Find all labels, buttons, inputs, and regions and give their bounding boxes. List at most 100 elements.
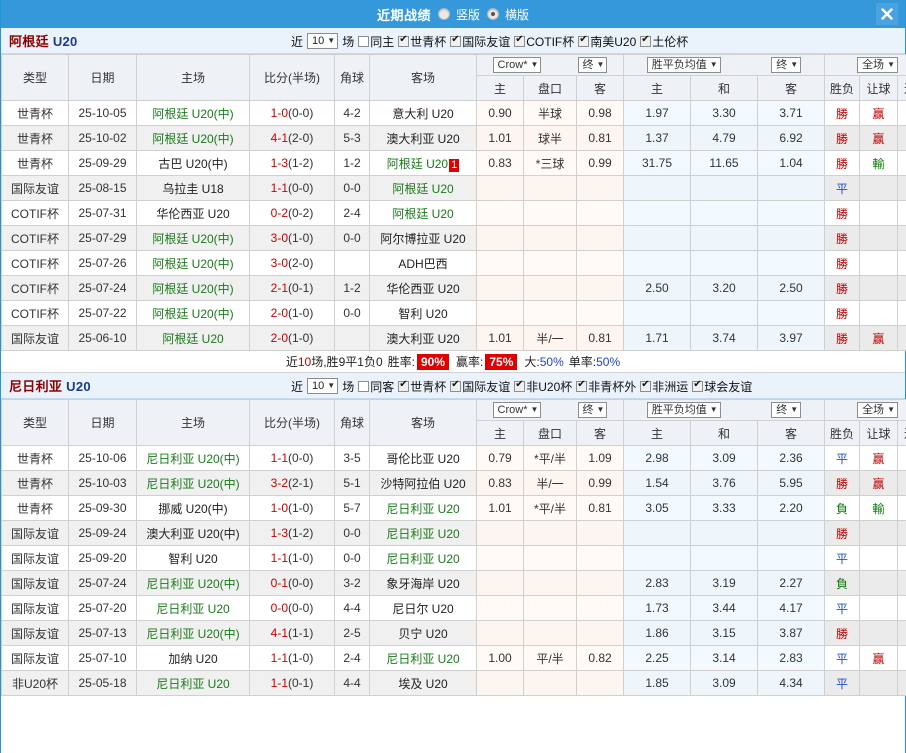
cell-home-team[interactable]: 尼日利亚 U20(中)	[136, 570, 250, 596]
checkbox-same-home[interactable]	[358, 35, 370, 47]
match-count-select-2[interactable]: 10 ▼	[307, 378, 339, 394]
checkbox-cotif-cup[interactable]	[514, 34, 526, 47]
cell-away-team[interactable]: 象牙海岸 U20	[369, 570, 477, 596]
cell-home-team[interactable]: 智利 U20	[136, 545, 250, 571]
cell-away-team[interactable]: 沙特阿拉伯 U20	[369, 470, 477, 496]
cell-away-team[interactable]: 尼日利亚 U20	[369, 545, 477, 571]
radio-vertical-view[interactable]	[437, 8, 450, 20]
cell-competition-type[interactable]: 世青杯	[1, 470, 69, 496]
cell-competition-type[interactable]: 世青杯	[1, 100, 69, 126]
table-row[interactable]: 国际友谊 25-07-10 加纳 U20 1-1(1-0) 2-4 尼日利亚 U20 1.0…	[1, 645, 906, 671]
cell-competition-type[interactable]: 国际友谊	[1, 545, 69, 571]
cell-competition-type[interactable]: 国际友谊	[1, 520, 69, 546]
checkbox-africa-youth-qual[interactable]	[576, 379, 588, 392]
checkbox-africa-u20-cup[interactable]	[514, 379, 526, 392]
cell-away-team[interactable]: 阿尔博拉亚 U20	[369, 225, 477, 251]
radio-horizontal-view[interactable]	[487, 8, 499, 20]
cell-home-team[interactable]: 挪威 U20(中)	[136, 495, 250, 521]
table-row[interactable]: COTIF杯 25-07-26 阿根廷 U20(中) 3-0(2-0) ADH巴西 勝	[1, 250, 906, 276]
cell-competition-type[interactable]: 世青杯	[1, 495, 69, 521]
period-select-2b[interactable]: 终 ▼	[771, 402, 802, 418]
cell-away-team[interactable]: 埃及 U20	[369, 670, 477, 696]
cell-competition-type[interactable]: 国际友谊	[1, 570, 69, 596]
cell-competition-type[interactable]: COTIF杯	[1, 200, 69, 226]
cell-home-team[interactable]: 尼日利亚 U20(中)	[136, 445, 250, 471]
cell-away-team[interactable]: 尼日利亚 U20	[369, 495, 477, 521]
cell-away-team[interactable]: 阿根廷 U20	[369, 200, 477, 226]
period-select-1b[interactable]: 终 ▼	[771, 57, 802, 73]
table-row[interactable]: 非U20杯 25-05-18 尼日利亚 U20 1-1(0-1) 4-4 埃及 U20 1.…	[1, 670, 906, 696]
venue-select-1[interactable]: 全场 ▼	[857, 57, 898, 73]
table-row[interactable]: 世青杯 25-10-03 尼日利亚 U20(中) 3-2(2-1) 5-1 沙特阿拉伯 U…	[1, 470, 906, 496]
cell-competition-type[interactable]: 国际友谊	[1, 325, 69, 351]
table-row[interactable]: 世青杯 25-10-02 阿根廷 U20(中) 4-1(2-0) 5-3 澳大利亚 U20…	[1, 125, 906, 151]
odds-type-select-1[interactable]: 胜平负均值 ▼	[646, 57, 721, 73]
checkbox-african-games[interactable]	[640, 379, 652, 392]
cell-home-team[interactable]: 阿根廷 U20(中)	[136, 225, 250, 251]
cell-competition-type[interactable]: COTIF杯	[1, 275, 69, 301]
cell-home-team[interactable]: 乌拉圭 U18	[136, 175, 250, 201]
cell-competition-type[interactable]: 世青杯	[1, 445, 69, 471]
cell-competition-type[interactable]: COTIF杯	[1, 300, 69, 326]
table-row[interactable]: COTIF杯 25-07-22 阿根廷 U20(中) 2-0(1-0) 0-0 智利 U2…	[1, 300, 906, 326]
checkbox-south-america-u20[interactable]	[578, 34, 590, 47]
cell-home-team[interactable]: 华伦西亚 U20	[136, 200, 250, 226]
table-row[interactable]: 国际友谊 25-09-24 澳大利亚 U20(中) 1-3(1-2) 0-0 尼日利亚 U…	[1, 520, 906, 546]
odds-type-select-2[interactable]: 胜平负均值 ▼	[646, 402, 721, 418]
cell-away-team[interactable]: 华伦西亚 U20	[369, 275, 477, 301]
cell-away-team[interactable]: 哥伦比亚 U20	[369, 445, 477, 471]
cell-away-team[interactable]: 智利 U20	[369, 300, 477, 326]
cell-home-team[interactable]: 加纳 U20	[136, 645, 250, 671]
match-count-select-1[interactable]: 10 ▼	[307, 33, 339, 49]
cell-home-team[interactable]: 阿根廷 U20(中)	[136, 100, 250, 126]
checkbox-u20-world-cup-2[interactable]	[398, 379, 410, 392]
table-row[interactable]: 国际友谊 25-07-24 尼日利亚 U20(中) 0-1(0-0) 3-2 象牙海岸 U…	[1, 570, 906, 596]
cell-home-team[interactable]: 澳大利亚 U20(中)	[136, 520, 250, 546]
cell-home-team[interactable]: 阿根廷 U20	[136, 325, 250, 351]
cell-home-team[interactable]: 尼日利亚 U20(中)	[136, 470, 250, 496]
checkbox-intl-friendly-2[interactable]	[450, 379, 462, 392]
cell-home-team[interactable]: 阿根廷 U20(中)	[136, 250, 250, 276]
period-select-2a[interactable]: 终 ▼	[577, 402, 608, 418]
cell-away-team[interactable]: 澳大利亚 U20	[369, 325, 477, 351]
checkbox-u20-world-cup-1[interactable]	[398, 34, 410, 47]
cell-home-team[interactable]: 阿根廷 U20(中)	[136, 300, 250, 326]
cell-home-team[interactable]: 古巴 U20(中)	[136, 150, 250, 176]
table-row[interactable]: 国际友谊 25-09-20 智利 U20 1-1(1-0) 0-0 尼日利亚 U20 平	[1, 545, 906, 571]
cell-away-team[interactable]: 澳大利亚 U20	[369, 125, 477, 151]
close-button[interactable]	[876, 3, 898, 25]
checkbox-toulon-cup[interactable]	[640, 34, 652, 47]
checkbox-intl-friendly-1[interactable]	[450, 34, 462, 47]
cell-home-team[interactable]: 阿根廷 U20(中)	[136, 275, 250, 301]
period-select-1a[interactable]: 终 ▼	[577, 57, 608, 73]
cell-competition-type[interactable]: 国际友谊	[1, 645, 69, 671]
cell-competition-type[interactable]: 非U20杯	[1, 670, 69, 696]
table-row[interactable]: 世青杯 25-09-29 古巴 U20(中) 1-3(1-2) 1-2 阿根廷 U20 1 0…	[1, 150, 906, 176]
cell-home-team[interactable]: 尼日利亚 U20(中)	[136, 620, 250, 646]
table-row[interactable]: 国际友谊 25-07-20 尼日利亚 U20 0-0(0-0) 4-4 尼日尔 U20 1.…	[1, 595, 906, 621]
table-row[interactable]: 世青杯 25-09-30 挪威 U20(中) 1-0(1-0) 5-7 尼日利亚 U20 1…	[1, 495, 906, 521]
cell-competition-type[interactable]: COTIF杯	[1, 225, 69, 251]
table-row[interactable]: COTIF杯 25-07-24 阿根廷 U20(中) 2-1(0-1) 1-2 华伦西亚 …	[1, 275, 906, 301]
cell-away-team[interactable]: 贝宁 U20	[369, 620, 477, 646]
table-row[interactable]: 国际友谊 25-08-15 乌拉圭 U18 1-1(0-0) 0-0 阿根廷 U20 平	[1, 175, 906, 201]
table-row[interactable]: 世青杯 25-10-05 阿根廷 U20(中) 1-0(0-0) 4-2 意大利 U20 0…	[1, 100, 906, 126]
cell-competition-type[interactable]: 国际友谊	[1, 620, 69, 646]
cell-home-team[interactable]: 阿根廷 U20(中)	[136, 125, 250, 151]
table-row[interactable]: 国际友谊 25-06-10 阿根廷 U20 2-0(1-0) 澳大利亚 U20 1.01 半…	[1, 325, 906, 351]
cell-competition-type[interactable]: COTIF杯	[1, 250, 69, 276]
cell-away-team[interactable]: 尼日利亚 U20	[369, 520, 477, 546]
cell-away-team[interactable]: 意大利 U20	[369, 100, 477, 126]
table-row[interactable]: 世青杯 25-10-06 尼日利亚 U20(中) 1-1(0-0) 3-5 哥伦比亚 U2…	[1, 445, 906, 471]
cell-away-team[interactable]: ADH巴西	[369, 250, 477, 276]
bookmaker-select-2[interactable]: Crow* ▼	[492, 402, 542, 418]
cell-competition-type[interactable]: 世青杯	[1, 125, 69, 151]
table-row[interactable]: COTIF杯 25-07-29 阿根廷 U20(中) 3-0(1-0) 0-0 阿尔博拉亚…	[1, 225, 906, 251]
cell-away-team[interactable]: 阿根廷 U20 1	[369, 150, 477, 176]
bookmaker-select-1[interactable]: Crow* ▼	[492, 57, 542, 73]
venue-select-2[interactable]: 全场 ▼	[857, 402, 898, 418]
cell-away-team[interactable]: 尼日利亚 U20	[369, 645, 477, 671]
table-row[interactable]: 国际友谊 25-07-13 尼日利亚 U20(中) 4-1(1-1) 2-5 贝宁 U20…	[1, 620, 906, 646]
table-row[interactable]: COTIF杯 25-07-31 华伦西亚 U20 0-2(0-2) 2-4 阿根廷 U20…	[1, 200, 906, 226]
cell-competition-type[interactable]: 国际友谊	[1, 595, 69, 621]
